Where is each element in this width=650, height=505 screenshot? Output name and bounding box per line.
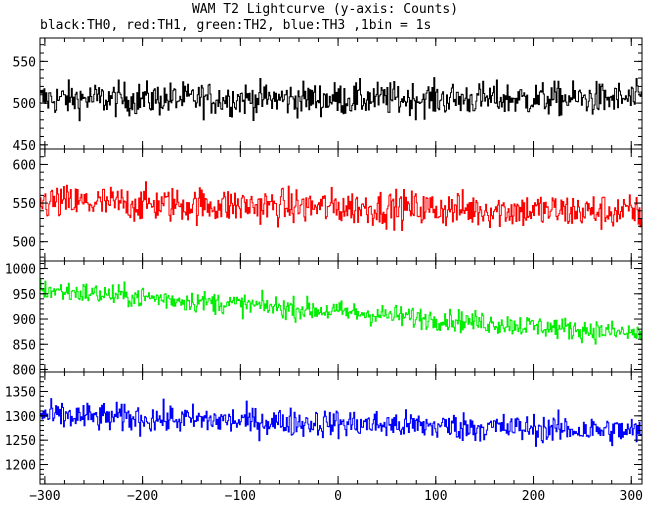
y-tick-label: 550 bbox=[13, 55, 36, 70]
series-th0 bbox=[40, 77, 642, 122]
y-tick-label: 1000 bbox=[5, 263, 36, 278]
panel-frame bbox=[39, 371, 643, 485]
y-tick-label: 1250 bbox=[5, 434, 36, 449]
panel-th2: 800 850 900 950 1000 bbox=[5, 260, 643, 378]
x-tick-label: −200 bbox=[127, 489, 158, 504]
x-tick-label: 200 bbox=[522, 489, 545, 504]
y-tick-label: 1200 bbox=[5, 459, 36, 474]
x-tick-label: 300 bbox=[620, 489, 643, 504]
y-tick-label: 800 bbox=[13, 363, 36, 378]
x-tick-label: −300 bbox=[29, 489, 60, 504]
y-tick-label: 1300 bbox=[5, 410, 36, 425]
chart-subtitle: black:TH0, red:TH1, green:TH2, blue:TH3 … bbox=[40, 18, 432, 33]
y-tick-label: 1350 bbox=[5, 385, 36, 400]
series-th3 bbox=[40, 398, 642, 447]
y-tick-label: 850 bbox=[13, 338, 36, 353]
y-tick-label: 900 bbox=[13, 313, 36, 328]
x-tick-label: −100 bbox=[225, 489, 256, 504]
y-tick-label: 600 bbox=[13, 158, 36, 173]
x-axis: −300 −200 −100 0 100 200 300 bbox=[29, 489, 643, 504]
y-tick-label: 550 bbox=[13, 197, 36, 212]
y-tick-label: 950 bbox=[13, 288, 36, 303]
chart-title: WAM T2 Lightcurve (y-axis: Counts) bbox=[191, 2, 459, 17]
panel-th3: 1200 1250 1300 1350 bbox=[5, 371, 643, 485]
panel-frame bbox=[39, 260, 643, 373]
series-th2 bbox=[40, 279, 642, 345]
series-th1 bbox=[40, 181, 642, 231]
x-tick-label: 0 bbox=[334, 489, 342, 504]
panel-th1: 500 550 600 bbox=[13, 148, 643, 262]
x-tick-label: 100 bbox=[424, 489, 447, 504]
y-tick-label: 450 bbox=[13, 139, 36, 154]
y-tick-label: 500 bbox=[13, 97, 36, 112]
y-tick-label: 500 bbox=[13, 236, 36, 251]
panel-th0: 450 500 550 bbox=[13, 37, 643, 154]
